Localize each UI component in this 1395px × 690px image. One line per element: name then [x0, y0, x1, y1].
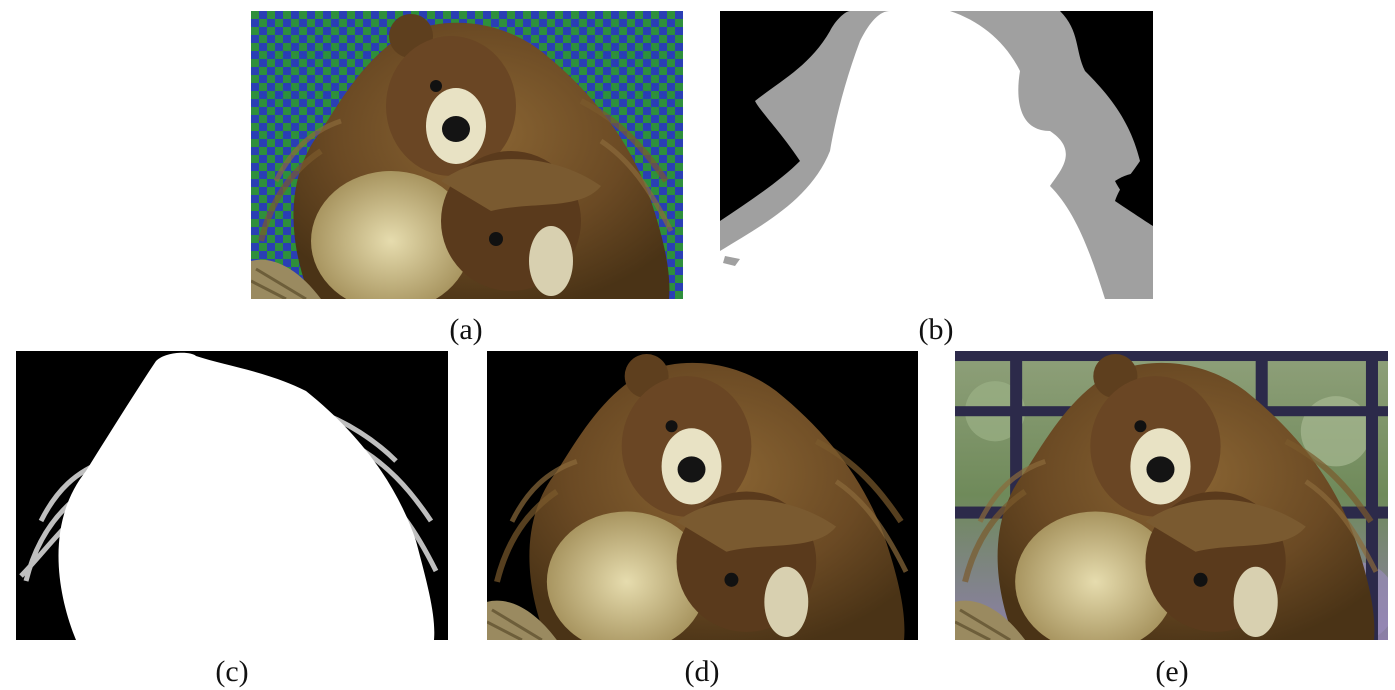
panel-e-composite	[955, 351, 1388, 640]
caption-c: (c)	[215, 655, 249, 688]
caption-d: (d)	[684, 655, 720, 688]
caption-e: (e)	[1155, 655, 1189, 688]
caption-b: (b)	[918, 313, 954, 346]
caption-a: (a)	[449, 313, 483, 346]
panel-d-foreground	[487, 351, 918, 640]
panel-c-alpha-matte	[16, 351, 448, 640]
panel-b-trimap	[720, 11, 1153, 299]
panel-a-input-image	[251, 11, 683, 299]
